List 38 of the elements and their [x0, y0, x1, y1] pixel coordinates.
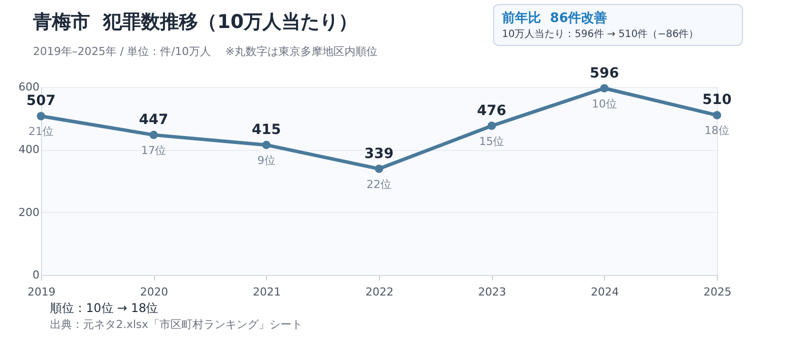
chart-title: 青梅市 犯罪数推移（10万人当たり） — [33, 10, 358, 35]
x-tick-label: 2024 — [590, 286, 619, 298]
point — [712, 111, 722, 120]
y-tick-label: 600 — [18, 80, 40, 94]
annotation: 17位 — [141, 144, 166, 157]
annotation: 15位 — [479, 134, 504, 148]
data-label: 507 — [26, 93, 56, 110]
data-label: 339 — [364, 146, 394, 162]
data-label: 596 — [590, 65, 619, 82]
y-tick-label: 200 — [18, 206, 40, 219]
text: 順位：10位 → 18位 — [50, 300, 160, 317]
x-tick-label: 2020 — [140, 286, 168, 298]
annotation: 21位 — [28, 125, 54, 138]
data-label: 510 — [702, 92, 732, 108]
chart-subtitle: 2019年–2025年 / 単位：件/10万人 ※丸数字は東京多摩地区内順位 — [33, 44, 378, 59]
point — [487, 122, 496, 130]
point — [262, 140, 271, 150]
x-tick-label: 2019 — [28, 286, 56, 298]
annotation: 18位 — [704, 124, 730, 138]
point — [149, 130, 158, 140]
annotation: 10位 — [592, 97, 617, 110]
point — [600, 84, 609, 92]
y-tick-label: 0 — [32, 268, 40, 282]
x-tick-label: 2025 — [704, 286, 732, 298]
data-label: 415 — [252, 122, 281, 138]
source-note: 出典：元ネタ2.xlsx「市区町村ランキング」シート — [50, 317, 302, 332]
point — [374, 164, 384, 173]
x-tick-label: 2022 — [366, 286, 394, 298]
y-tick-label: 400 — [18, 143, 40, 156]
text: 前年比 86件改善 — [502, 10, 608, 27]
annotation: 9位 — [257, 154, 276, 167]
text: 10万人当たり：596件 → 510件（−86件） — [502, 28, 700, 41]
point — [36, 112, 46, 120]
data-label: 476 — [477, 102, 506, 119]
x-tick-label: 2023 — [478, 286, 506, 298]
x-tick-label: 2021 — [252, 286, 281, 298]
data-label: 447 — [139, 112, 168, 128]
annotation: 22位 — [366, 178, 392, 191]
